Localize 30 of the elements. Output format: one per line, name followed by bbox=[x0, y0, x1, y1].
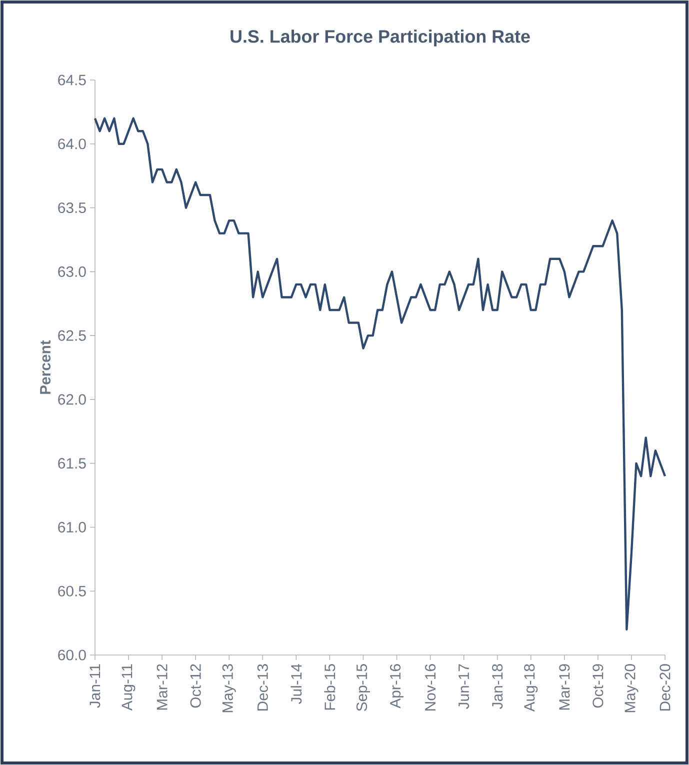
y-tick-label: 62.5 bbox=[58, 330, 86, 341]
x-tick-label: Oct-19 bbox=[592, 664, 604, 708]
y-tick-label: 64.0 bbox=[58, 138, 86, 150]
x-tick-label: Nov-16 bbox=[425, 664, 436, 710]
x-tick-label: Aug-18 bbox=[524, 664, 538, 712]
x-tick-label: May-13 bbox=[222, 664, 236, 712]
y-tick-label: 61.0 bbox=[58, 522, 86, 533]
x-tick-label: Apr-16 bbox=[390, 664, 404, 708]
x-tick-label: Mar-19 bbox=[559, 664, 570, 710]
y-tick-label: 62.0 bbox=[58, 394, 86, 405]
chart-title: U.S. Labor Force Participation Rate bbox=[230, 30, 530, 46]
y-tick-label: 64.5 bbox=[58, 74, 86, 86]
x-tick-label: Jan-18 bbox=[492, 664, 503, 709]
y-axis-title: Percent bbox=[40, 340, 51, 394]
y-tick-label: 63.5 bbox=[58, 202, 86, 214]
y-tick-label: 61.5 bbox=[58, 458, 86, 469]
y-tick-label: 60.5 bbox=[58, 586, 86, 596]
x-tick-label: Mar-12 bbox=[156, 664, 168, 710]
x-tick-label: Dec-20 bbox=[660, 664, 670, 710]
x-tick-label: Oct-12 bbox=[190, 664, 201, 708]
y-tick-label: 60.0 bbox=[58, 650, 86, 660]
x-tick-label: Jul-14 bbox=[290, 664, 302, 704]
x-tick-label: Sep-15 bbox=[356, 664, 370, 712]
x-tick-label: May-20 bbox=[624, 664, 638, 712]
x-tick-label: Jun-17 bbox=[458, 664, 470, 709]
x-tick-label: Feb-15 bbox=[324, 664, 336, 710]
x-tick-label: Dec-13 bbox=[257, 664, 268, 710]
y-tick-label: 63.0 bbox=[58, 266, 86, 277]
x-tick-label: Jan-11 bbox=[90, 664, 100, 708]
x-tick-label: Aug-11 bbox=[122, 664, 136, 711]
